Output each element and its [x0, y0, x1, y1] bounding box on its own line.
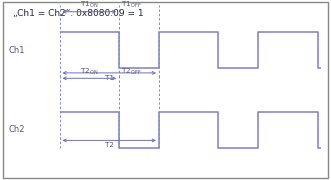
Text: T2$_{\mathregular{ON}}$: T2$_{\mathregular{ON}}$ — [80, 66, 99, 76]
Text: T1: T1 — [105, 75, 114, 81]
Text: T2$_{\mathregular{OFF}}$: T2$_{\mathregular{OFF}}$ — [121, 66, 141, 76]
Text: T2: T2 — [105, 142, 114, 148]
Text: Ch1: Ch1 — [8, 46, 25, 55]
Text: T1$_{\mathregular{OFF}}$: T1$_{\mathregular{OFF}}$ — [121, 0, 141, 10]
Text: „Ch1 = Ch2“: 0x8080:09 = 1: „Ch1 = Ch2“: 0x8080:09 = 1 — [13, 9, 144, 18]
Text: T1$_{\mathregular{ON}}$: T1$_{\mathregular{ON}}$ — [80, 0, 99, 10]
Text: Ch2: Ch2 — [8, 125, 25, 134]
